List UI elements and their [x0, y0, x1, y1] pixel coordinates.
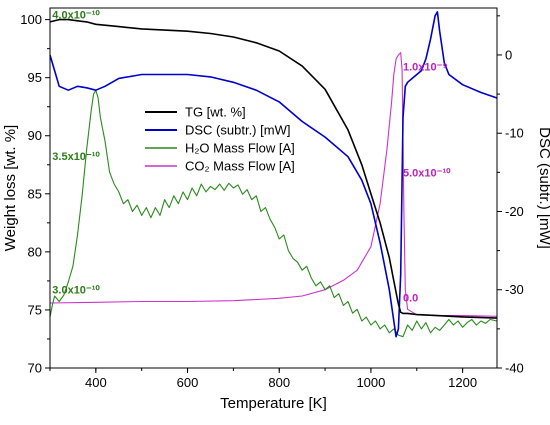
x-tick-label: 1000 — [356, 375, 385, 390]
legend-label: H₂O Mass Flow [A] — [185, 141, 295, 156]
x-tick-label: 600 — [177, 375, 199, 390]
x-axis-ticks: 400 600 800 1000 1200 — [49, 368, 477, 390]
x-tick-label: 400 — [85, 375, 107, 390]
plot-lines — [49, 11, 498, 338]
x-axis-label: Temperature [K] — [220, 395, 327, 412]
co2-scale-label: 0.0 — [403, 292, 418, 304]
y-right-tick-label: -40 — [505, 361, 524, 376]
y-right-tick-label: -30 — [505, 282, 524, 297]
series-line-dsc — [49, 11, 498, 338]
x-tick-label: 1200 — [448, 375, 477, 390]
h2o-scale-label: 3.5x10⁻¹⁰ — [52, 151, 100, 163]
y-left-tick-label: 70 — [28, 361, 42, 376]
y-left-axis-ticks: 70 75 80 85 90 95 100 — [20, 12, 50, 376]
y-left-tick-label: 100 — [20, 12, 42, 27]
series-line-co2 — [49, 52, 498, 317]
y-left-tick-label: 80 — [28, 244, 42, 259]
x-tick-label: 800 — [268, 375, 290, 390]
y-left-tick-label: 75 — [28, 302, 42, 317]
y-right-tick-label: -20 — [505, 204, 524, 219]
y-left-tick-label: 85 — [28, 186, 42, 201]
y-left-tick-label: 95 — [28, 70, 42, 85]
y-right-axis-ticks: -40 -30 -20 -10 0 — [497, 15, 524, 376]
legend-label: DSC (subtr.) [mW] — [185, 123, 290, 138]
co2-scale-label: 1.0x10⁻⁹ — [403, 62, 448, 74]
y-right-tick-label: 0 — [505, 47, 512, 62]
y-left-tick-label: 90 — [28, 128, 42, 143]
h2o-scale-label: 3.0x10⁻¹⁰ — [52, 285, 100, 297]
y-right-tick-label: -10 — [505, 126, 524, 141]
series-line-tg — [49, 18, 498, 319]
y-left-axis-label: Weight loss [wt. %] — [2, 125, 19, 251]
legend-label: TG [wt. %] — [185, 105, 246, 120]
legend-label: CO₂ Mass Flow [A] — [185, 159, 295, 174]
y-right-axis-label: DSC (subtr.) [mW] — [536, 127, 550, 249]
series-line-h2o — [49, 89, 498, 338]
co2-scale-label: 5.0x10⁻¹⁰ — [403, 167, 451, 179]
inner-annotations: 4.0x10⁻¹⁰ 3.5x10⁻¹⁰ 3.0x10⁻¹⁰ 1.0x10⁻⁹ 5.0x1… — [52, 9, 451, 304]
h2o-scale-label: 4.0x10⁻¹⁰ — [52, 9, 100, 21]
plot-frame — [49, 7, 498, 369]
legend: TG [wt. %] DSC (subtr.) [mW] H₂O Mass Flow… — [145, 105, 295, 174]
